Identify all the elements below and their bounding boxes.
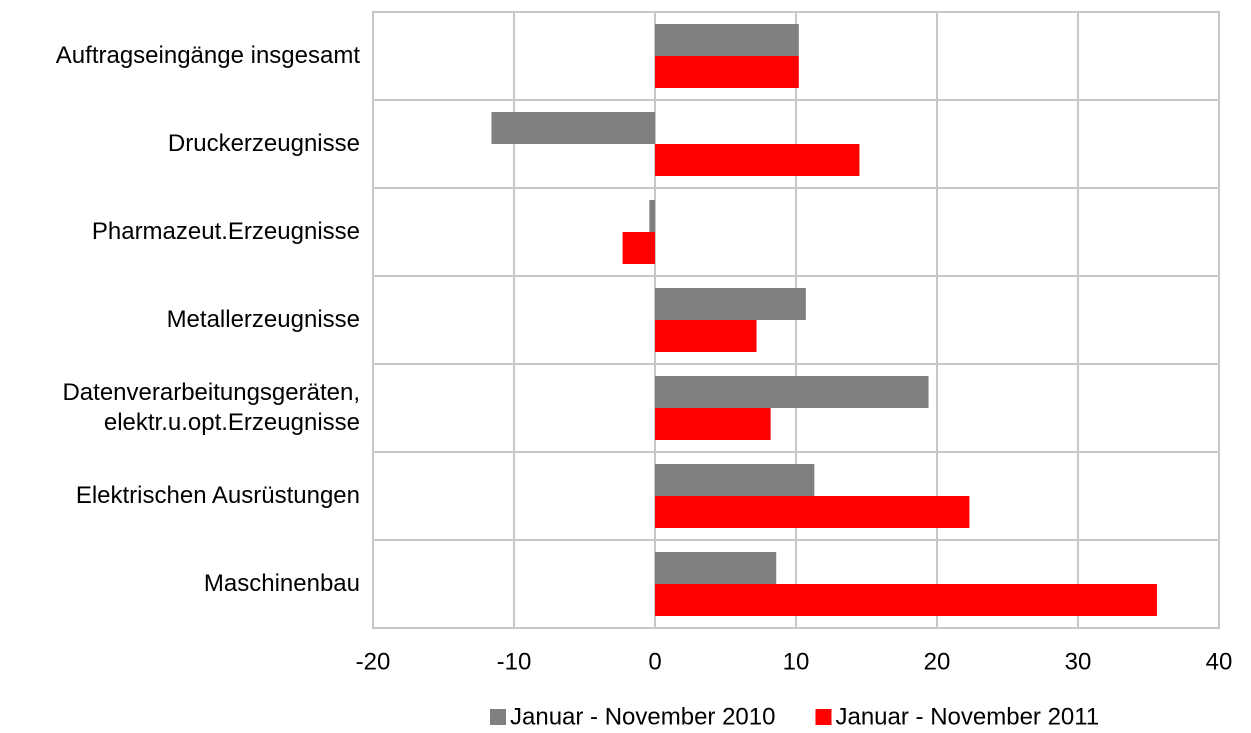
bar — [491, 112, 655, 144]
bar — [655, 320, 757, 352]
bar — [655, 288, 806, 320]
legend-label: Januar - November 2011 — [835, 703, 1099, 730]
y-tick-label: Druckerzeugnisse — [167, 130, 360, 157]
bar — [622, 232, 655, 264]
y-tick-label: Elektrischen Ausrüstungen — [75, 482, 360, 509]
bar — [655, 408, 771, 440]
legend-label: Januar - November 2010 — [510, 703, 775, 730]
y-tick-label: Maschinenbau — [203, 570, 360, 597]
bar — [655, 56, 799, 88]
legend-swatch — [490, 709, 506, 725]
x-tick-label: 0 — [648, 648, 661, 675]
x-tick-label: 20 — [924, 648, 951, 675]
y-tick-label: Metallerzeugnisse — [166, 306, 360, 333]
x-tick-label: 30 — [1065, 648, 1092, 675]
bar — [655, 584, 1157, 616]
x-tick-label: -20 — [356, 648, 391, 675]
x-tick-label: 10 — [783, 648, 810, 675]
bar — [655, 552, 777, 584]
y-tick-label: Pharmazeut.Erzeugnisse — [91, 218, 360, 245]
bar — [655, 464, 815, 496]
y-tick-label: Auftragseingänge insgesamt — [55, 42, 360, 69]
x-tick-label: 40 — [1206, 648, 1233, 675]
legend-swatch — [815, 709, 832, 725]
bar — [649, 200, 655, 232]
plot-border — [372, 11, 1220, 629]
bar — [655, 496, 970, 528]
y-tick-label: Datenverarbeitungsgeräten, elektr.u.opt.… — [62, 379, 360, 436]
bar — [655, 144, 860, 176]
bar — [655, 24, 799, 56]
bar — [655, 376, 929, 408]
x-tick-label: -10 — [497, 648, 532, 675]
